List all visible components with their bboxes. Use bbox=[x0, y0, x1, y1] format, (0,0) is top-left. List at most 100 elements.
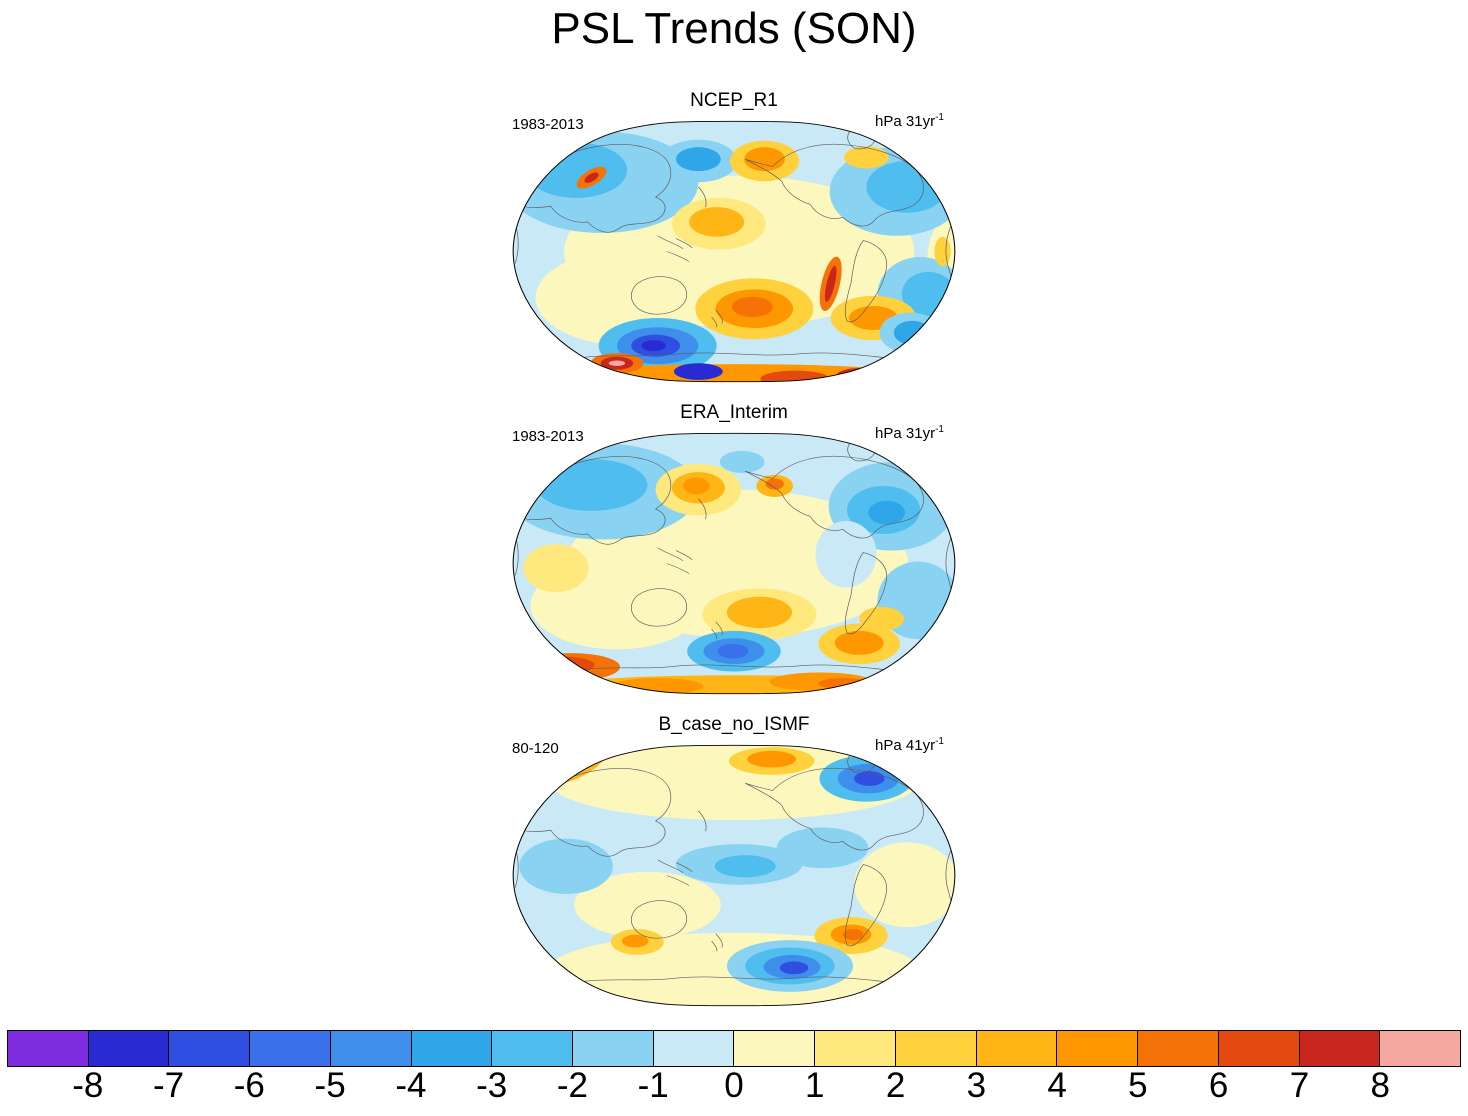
contour-region bbox=[744, 147, 785, 172]
map-canvas-b-case-no-ismf bbox=[512, 744, 956, 1007]
contour-region bbox=[622, 934, 649, 948]
colorbar-segment bbox=[815, 1030, 896, 1067]
map-area bbox=[505, 737, 963, 1014]
contour-region bbox=[548, 675, 926, 694]
coastline bbox=[563, 664, 909, 673]
colorbar-tick-label: 7 bbox=[1289, 1066, 1310, 1105]
contour-region bbox=[536, 752, 564, 766]
contour-region bbox=[859, 606, 904, 631]
contour-region bbox=[731, 296, 773, 318]
colorbar-segment bbox=[88, 1030, 170, 1067]
panel-title: B_case_no_ISMF bbox=[658, 714, 810, 735]
contour-region bbox=[815, 521, 877, 588]
contour-region bbox=[836, 367, 890, 382]
colorbar bbox=[7, 1030, 1461, 1067]
coastline bbox=[514, 144, 672, 233]
panel-title: ERA_Interim bbox=[680, 402, 788, 423]
contour-region bbox=[779, 961, 809, 975]
colorbar-tick-label: -3 bbox=[476, 1066, 508, 1105]
coastline bbox=[514, 456, 672, 545]
contour-region bbox=[854, 771, 885, 786]
contour-region bbox=[675, 147, 721, 172]
map-outline bbox=[512, 432, 956, 695]
contour-region bbox=[776, 827, 869, 869]
colorbar-tick-label: 4 bbox=[1047, 1066, 1067, 1105]
coastline bbox=[630, 588, 688, 627]
contour-region bbox=[717, 643, 749, 659]
map-outline bbox=[512, 744, 956, 1007]
map-canvas-ncep-r1 bbox=[512, 120, 956, 383]
contour-region bbox=[818, 677, 868, 690]
colorbar-segment bbox=[7, 1030, 89, 1067]
coastline bbox=[657, 859, 693, 886]
colorbar-tick-label: -2 bbox=[556, 1066, 588, 1105]
contour-region bbox=[934, 236, 951, 267]
map-fill-group bbox=[513, 745, 955, 1006]
units-base: hPa 31yr bbox=[875, 113, 936, 130]
map-canvas-era-interim bbox=[512, 432, 956, 695]
contour-region bbox=[842, 929, 864, 941]
coastline bbox=[698, 810, 707, 832]
colorbar-segment bbox=[573, 1030, 654, 1067]
colorbar-tick-label: 2 bbox=[885, 1066, 906, 1105]
coastline bbox=[514, 768, 672, 857]
contour-region bbox=[843, 146, 889, 169]
units-label: hPa 31yr-1 bbox=[875, 424, 944, 442]
contour-region bbox=[689, 207, 745, 237]
coastline bbox=[711, 621, 723, 640]
contour-region bbox=[584, 172, 599, 183]
contour-region bbox=[641, 340, 666, 352]
colorbar-tick-label: -5 bbox=[314, 1066, 346, 1105]
colorbar-segment bbox=[734, 1030, 816, 1067]
contour-region bbox=[523, 544, 589, 593]
coastline bbox=[563, 976, 909, 985]
contour-region bbox=[866, 161, 948, 213]
colorbar-segment bbox=[169, 1030, 251, 1067]
colorbar-tick-label: 0 bbox=[724, 1066, 744, 1105]
map-panel-era-interim: ERA_Interim 1983-2013 hPa 31yr-1 bbox=[0, 398, 1468, 704]
contour-region bbox=[574, 871, 721, 939]
units-exponent: -1 bbox=[935, 112, 944, 123]
colorbar-labels: -8 -7 -6 -5 -4 -3 -2 -1 0 1 2 3 4 5 6 7 8 bbox=[7, 1066, 1461, 1112]
colorbar-segment bbox=[1138, 1030, 1219, 1067]
colorbar-tick-label: -1 bbox=[637, 1066, 669, 1105]
contour-region bbox=[854, 842, 955, 928]
colorbar-segment bbox=[1057, 1030, 1139, 1067]
colorbar-tick-label: 3 bbox=[966, 1066, 987, 1105]
map-outline bbox=[512, 120, 956, 383]
map-area bbox=[505, 425, 963, 702]
map-fill-group bbox=[513, 433, 955, 694]
colorbar-segment bbox=[250, 1030, 331, 1067]
coastline bbox=[563, 352, 909, 361]
coastline bbox=[745, 143, 924, 227]
contour-region bbox=[519, 838, 613, 894]
colorbar-segment bbox=[411, 1030, 493, 1067]
coastline bbox=[844, 864, 888, 947]
contour-region bbox=[868, 500, 905, 525]
units-base: hPa 31yr bbox=[875, 425, 936, 442]
contour-region bbox=[893, 320, 931, 345]
colorbar-tick-label: -4 bbox=[395, 1066, 427, 1105]
map-fill-group bbox=[513, 121, 955, 382]
contour-region bbox=[747, 750, 797, 768]
colorbar-segment bbox=[492, 1030, 574, 1067]
colorbar-segment bbox=[1299, 1030, 1381, 1067]
period-label: 80-120 bbox=[512, 740, 559, 757]
contour-region bbox=[714, 855, 776, 878]
map-panel-b-case-no-ismf: B_case_no_ISMF 80-120 hPa 41yr-1 bbox=[0, 710, 1468, 1016]
contour-region bbox=[765, 478, 784, 490]
colorbar-tick-label: -7 bbox=[152, 1066, 185, 1105]
coastline bbox=[698, 186, 707, 208]
coastline bbox=[657, 547, 693, 574]
coastline bbox=[844, 240, 888, 323]
colorbar-tick-label: 5 bbox=[1128, 1066, 1148, 1105]
colorbar-tick-label: 1 bbox=[805, 1066, 825, 1105]
map-area bbox=[505, 113, 963, 390]
coastline bbox=[844, 552, 888, 635]
contour-region bbox=[611, 677, 704, 694]
coastline bbox=[711, 933, 723, 952]
colorbar-tick-label: -8 bbox=[72, 1066, 104, 1105]
contour-region bbox=[726, 596, 793, 629]
contour-region bbox=[760, 370, 830, 382]
